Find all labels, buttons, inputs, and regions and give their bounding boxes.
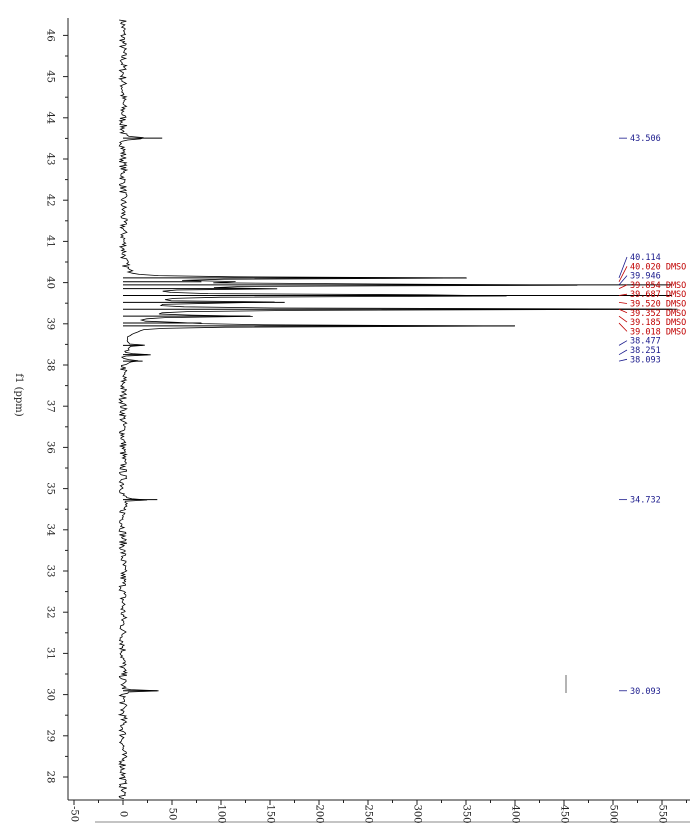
peak-label: 30.093 bbox=[630, 687, 661, 697]
y-axis-title: f1 (ppm) bbox=[13, 373, 24, 416]
peak-label: 40.020 DMSO bbox=[630, 262, 686, 272]
peak-label: 39.520 DMSO bbox=[630, 300, 686, 310]
peak-label-leader bbox=[618, 266, 628, 282]
y-tick-label: 30 bbox=[45, 688, 56, 701]
peak-label-leader bbox=[618, 308, 628, 314]
peak-label: 38.477 bbox=[630, 337, 661, 347]
y-tick-label: 40 bbox=[45, 276, 56, 289]
y-tick-label: 46 bbox=[45, 29, 56, 42]
x-tick-label: 0 bbox=[118, 811, 129, 817]
y-tick-label: 28 bbox=[45, 771, 56, 784]
y-tick-label: 44 bbox=[45, 111, 56, 124]
peak-label-leader bbox=[618, 284, 628, 289]
peak-label: 34.732 bbox=[630, 496, 661, 506]
x-tick-label: 50 bbox=[167, 808, 178, 821]
peak-label-leader bbox=[618, 349, 628, 356]
peak-label: 38.093 bbox=[630, 355, 661, 365]
peak-label: 39.854 DMSO bbox=[630, 281, 686, 291]
peak-label: 39.946 bbox=[630, 272, 661, 282]
peak-label-leader bbox=[618, 340, 628, 346]
y-tick-label: 33 bbox=[45, 565, 56, 578]
y-tick-label: 36 bbox=[45, 441, 56, 454]
y-tick-label: 38 bbox=[45, 359, 56, 372]
x-tick-label: 200 bbox=[314, 804, 325, 823]
peak-label: 39.352 DMSO bbox=[630, 309, 686, 319]
peak-label-leader bbox=[618, 322, 628, 332]
peak-label-leader bbox=[618, 293, 628, 296]
peak-label: 43.506 bbox=[630, 134, 661, 144]
peak-label: 38.251 bbox=[630, 346, 661, 356]
peak-label: 39.018 DMSO bbox=[630, 327, 686, 337]
y-tick-label: 31 bbox=[45, 647, 56, 660]
peak-label-leader bbox=[618, 275, 628, 286]
y-tick-label: 41 bbox=[45, 235, 56, 248]
x-tick-label: 450 bbox=[559, 804, 570, 823]
y-tick-label: 34 bbox=[45, 523, 56, 536]
y-tick-label: 37 bbox=[45, 400, 56, 413]
x-tick-label: 300 bbox=[412, 804, 423, 823]
y-tick-label: 45 bbox=[45, 70, 56, 83]
y-axis: 28 29 30 31 32 33 34 35 36 37 38 39 40 41 42 43 44 45 46 bbox=[45, 18, 69, 800]
peak-label-leader bbox=[618, 315, 628, 323]
x-tick-label: 150 bbox=[265, 804, 276, 823]
x-tick-label: 350 bbox=[461, 804, 472, 823]
x-tick-label: 500 bbox=[608, 804, 619, 823]
x-tick-label: 100 bbox=[216, 804, 227, 823]
y-tick-label: 32 bbox=[45, 606, 56, 619]
y-tick-label: 39 bbox=[45, 317, 56, 330]
peak-label-leader bbox=[618, 301, 628, 304]
peak-label: 39.687 DMSO bbox=[630, 290, 686, 300]
peak-label: 39.185 DMSO bbox=[630, 318, 686, 328]
x-tick-label: 550 bbox=[657, 804, 668, 823]
y-tick-label: 43 bbox=[45, 153, 56, 166]
spectrum-trace bbox=[117, 19, 678, 800]
x-tick-label: 250 bbox=[363, 804, 374, 823]
x-axis: -50 0 50 100 150 200 250 300 350 400 450 500 550 bbox=[68, 799, 690, 824]
plot-area bbox=[117, 19, 678, 800]
y-tick-label: 42 bbox=[45, 194, 56, 207]
x-tick-label: -50 bbox=[69, 806, 80, 822]
x-tick-label: 400 bbox=[510, 804, 521, 823]
peak-label: 40.114 bbox=[630, 253, 661, 263]
y-tick-label: 29 bbox=[45, 729, 56, 742]
peak-label-leader bbox=[618, 358, 628, 362]
peak-label-leader bbox=[618, 256, 628, 279]
y-tick-label: 35 bbox=[45, 482, 56, 495]
